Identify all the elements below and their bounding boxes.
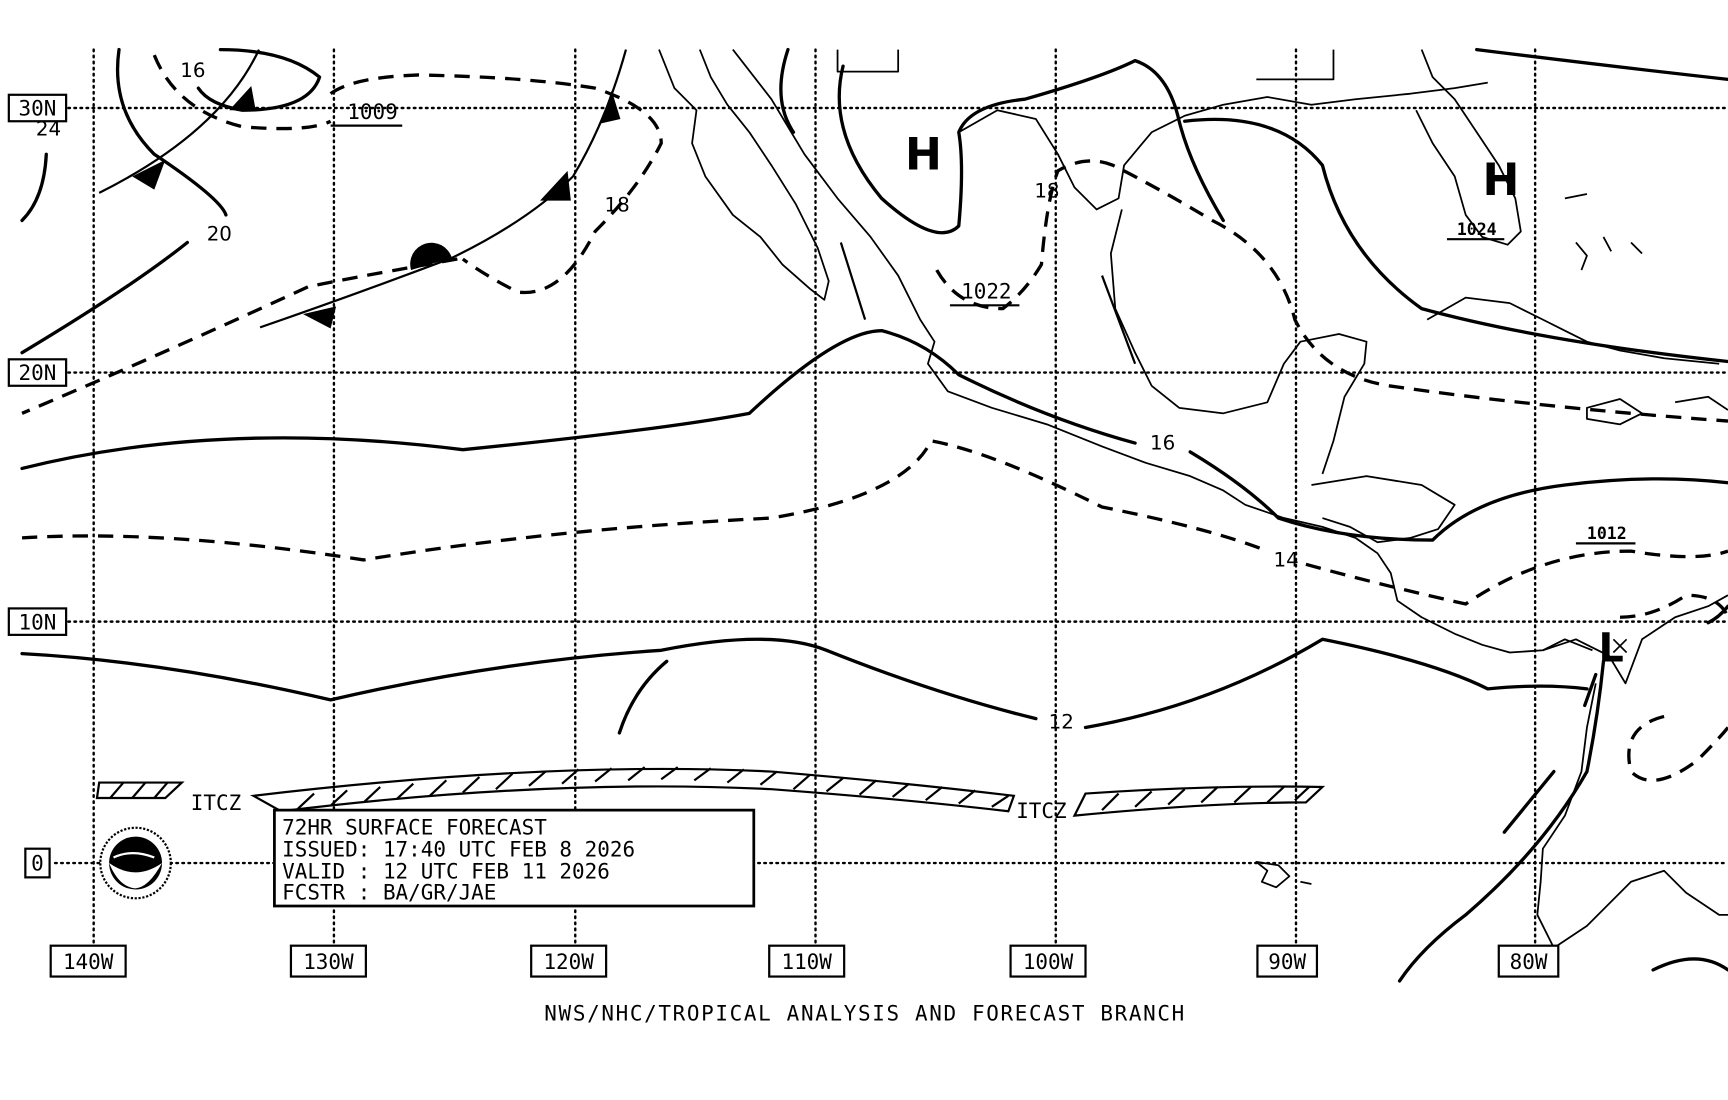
info-box-frame: [273, 808, 756, 908]
wave-label: 18: [1034, 179, 1059, 202]
isobar-1022-high: [779, 47, 1225, 235]
longitude-labels: 140W 130W 120W 110W 100W 90W 80W: [49, 944, 1560, 978]
wave-height-labels: 16 24 20 18 18 16 14 12: [36, 59, 1299, 733]
itcz-west: [95, 781, 185, 800]
forecast-info-box: 72HR SURFACE FORECAST ISSUED: 17:40 UTC …: [273, 808, 756, 908]
galapagos-islands: [1255, 861, 1312, 889]
bahamas-islands: [1564, 193, 1643, 271]
fronts: [98, 49, 1137, 365]
cold-front-barb: [600, 90, 621, 124]
isobar-1009-dashed: [21, 54, 663, 415]
lon-label-110w: 110W: [781, 950, 832, 974]
pressure-label-1012: 1012: [1587, 524, 1627, 543]
lat-label-box: [7, 607, 68, 636]
lat-label-20n: 20N: [19, 361, 57, 385]
wave-label: 18: [605, 194, 630, 217]
isobar-edge: [1651, 604, 1728, 972]
cold-front-barb: [132, 159, 166, 190]
pressure-label-1022: 1022: [961, 280, 1011, 304]
warm-front-bump: [410, 242, 452, 271]
itcz-hatching: [109, 766, 1310, 811]
hispaniola-jamaica-coast: [1586, 395, 1728, 426]
mexico-gulf-coast: [1109, 209, 1368, 475]
low-pressure-symbol: L: [1599, 625, 1624, 671]
itcz-label: ITCZ: [1016, 799, 1066, 823]
lon-label-box: [1009, 944, 1087, 978]
isobars: [20, 47, 1728, 983]
cold-front-barb: [303, 306, 337, 329]
high-pressure-symbol: H: [905, 130, 942, 181]
lon-label-80w: 80W: [1510, 950, 1548, 974]
itcz-bands: [95, 766, 1326, 817]
isobar-west-3: [20, 240, 189, 355]
itcz-label: ITCZ: [191, 791, 241, 815]
central-america-coast: [1311, 475, 1456, 544]
itcz-center: [249, 767, 1016, 813]
issued-time: ISSUED: 17:40 UTC FEB 8 2026: [282, 837, 635, 861]
pressure-label-1024: 1024: [1457, 220, 1497, 239]
isobar-south: [1397, 659, 1606, 983]
lat-label-10n: 10N: [19, 610, 57, 634]
baja-california-coast: [658, 49, 830, 301]
isobar-outer-high: [1183, 117, 1728, 364]
lon-label-box: [768, 944, 846, 978]
pressure-label-1009: 1009: [347, 100, 397, 124]
lat-label-box: [24, 847, 51, 879]
wave-label: 16: [1150, 432, 1175, 455]
lon-label-140w: 140W: [63, 950, 114, 974]
lat-label-box: [7, 93, 68, 123]
forecast-title: 72HR SURFACE FORECAST: [282, 815, 547, 839]
mexico-pacific-coast: [732, 49, 1593, 654]
cuba-coast: [1426, 296, 1720, 365]
forecasters: FCSTR : BA/GR/JAE: [282, 880, 496, 904]
isobar-12: [20, 637, 1589, 730]
lon-label-box: [1497, 944, 1560, 978]
lon-label-box: [49, 944, 127, 978]
trough-lines: [839, 242, 1137, 365]
cold-front-north: [98, 49, 260, 194]
wave-label: 20: [207, 222, 232, 245]
florida-coast: [1415, 49, 1522, 246]
lat-label-equator: 0: [31, 852, 44, 876]
high-pressure-symbol: H: [1483, 155, 1520, 206]
cold-front-barb: [540, 170, 571, 201]
isobar-1022-dashed: [935, 159, 1728, 423]
noaa-logo: [99, 826, 172, 900]
valid-time: VALID : 12 UTC FEB 11 2026: [282, 859, 610, 883]
occluded-front: [259, 49, 628, 329]
wave-label: 14: [1273, 549, 1298, 572]
south-america-coast: [1536, 594, 1728, 949]
wave-label: 16: [180, 59, 205, 82]
lon-label-box: [289, 944, 367, 978]
wave-label: 12: [1049, 711, 1074, 734]
us-mexico-border: [836, 49, 1335, 81]
isobar-1009-low: [196, 47, 322, 112]
isobar-16: [20, 329, 1728, 542]
lon-label-100w: 100W: [1023, 950, 1074, 974]
isobar-1024-high: [1475, 47, 1728, 82]
footer-credit: NWS/NHC/TROPICAL ANALYSIS AND FORECAST B…: [544, 1002, 1186, 1026]
isobar-1012-low: [1619, 593, 1728, 782]
lon-label-90w: 90W: [1268, 950, 1306, 974]
isobar-west-2: [20, 152, 48, 223]
latitude-labels: 30N 20N 10N 0: [7, 93, 68, 879]
isobar-fragment: [617, 659, 669, 735]
lon-label-box: [530, 944, 608, 978]
lat-label-box: [7, 358, 68, 387]
coastlines: [658, 49, 1728, 949]
lon-label-130w: 130W: [303, 950, 354, 974]
lat-label-30n: 30N: [19, 97, 57, 121]
lon-label-box: [1256, 944, 1319, 978]
low-center-x-icon: [1612, 638, 1628, 654]
isobar-dashed-mid: [21, 439, 1728, 606]
gulf-of-mexico-coast: [958, 81, 1488, 211]
isobar-west-1: [115, 47, 228, 217]
lon-label-120w: 120W: [543, 950, 594, 974]
wave-label: 24: [36, 118, 61, 141]
cold-front-barb: [229, 85, 256, 111]
itcz-east: [1072, 785, 1326, 817]
